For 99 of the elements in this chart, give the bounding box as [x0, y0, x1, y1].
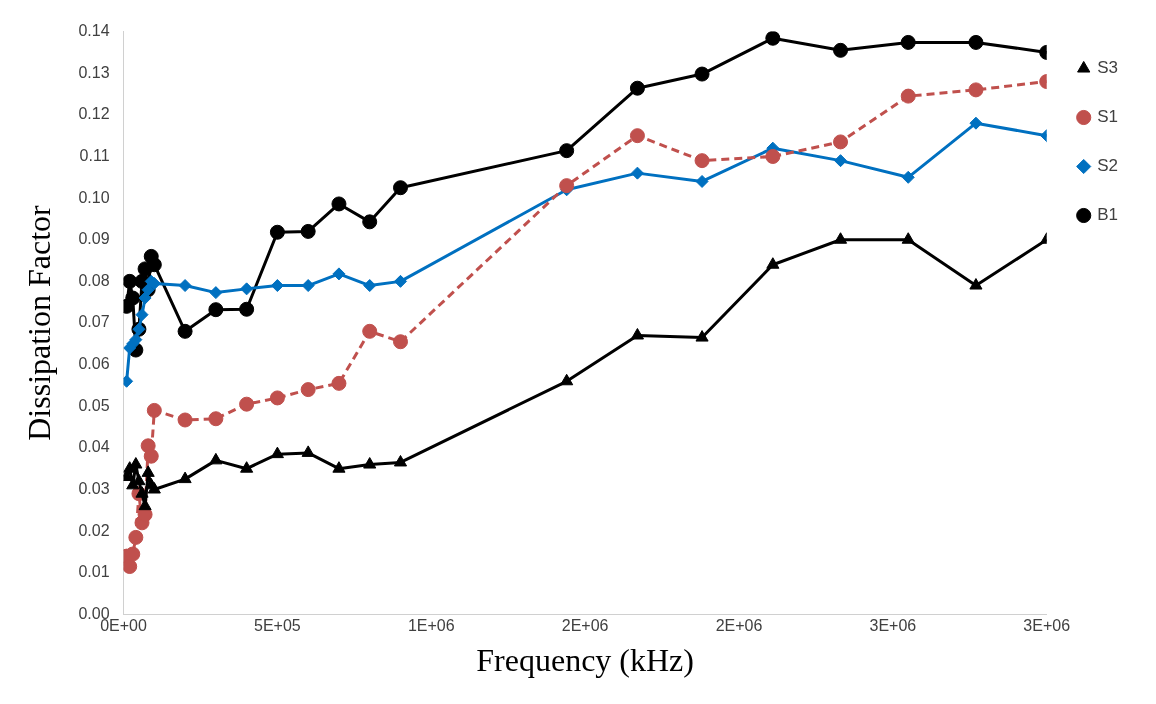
- point: [694, 66, 710, 82]
- legend-label: S1: [1097, 107, 1118, 127]
- point: [766, 257, 780, 269]
- point: [177, 412, 193, 428]
- point: [969, 278, 983, 290]
- point: [209, 286, 223, 300]
- point: [177, 323, 193, 339]
- point: [392, 334, 408, 350]
- point: [393, 274, 407, 288]
- point: [393, 454, 408, 467]
- point: [332, 461, 346, 473]
- point: [332, 267, 346, 281]
- point: [765, 148, 781, 164]
- point: [123, 273, 138, 289]
- point: [138, 291, 152, 305]
- point: [901, 232, 915, 244]
- x-tick-label: 3E+06: [869, 617, 917, 635]
- point: [135, 308, 149, 322]
- point: [968, 34, 984, 50]
- legend-label: B1: [1097, 205, 1118, 225]
- point: [833, 42, 849, 58]
- point: [208, 302, 224, 318]
- point: [300, 223, 316, 239]
- point: [125, 290, 141, 306]
- y-tick-label: 0.14: [78, 22, 110, 40]
- x-tick-label: 2E+06: [561, 617, 609, 635]
- point: [363, 279, 377, 293]
- point: [900, 34, 916, 50]
- point: [629, 80, 645, 96]
- point: [559, 178, 575, 194]
- point: [208, 411, 224, 427]
- point: [301, 445, 315, 457]
- point: [129, 333, 143, 347]
- point: [694, 153, 710, 169]
- y-tick-label: 0.02: [78, 521, 110, 539]
- point: [968, 82, 984, 98]
- point: [833, 232, 848, 244]
- point: [331, 375, 347, 391]
- point: [301, 279, 315, 293]
- point: [147, 482, 161, 494]
- point: [269, 224, 285, 240]
- point: [129, 457, 143, 469]
- point: [125, 546, 141, 562]
- point: [146, 257, 162, 273]
- x-tick-label: 1E+06: [407, 617, 455, 635]
- x-tick-label: 5E+05: [254, 617, 301, 635]
- y-tick-label: 0.05: [78, 396, 110, 414]
- y-tick-label: 0.07: [78, 313, 110, 331]
- point: [178, 279, 192, 293]
- point: [178, 471, 192, 484]
- point: [270, 279, 284, 293]
- point: [900, 88, 916, 104]
- y-tick-label: 0.11: [79, 146, 110, 164]
- y-tick-label: 0.13: [78, 63, 110, 81]
- point: [239, 396, 255, 412]
- point: [209, 452, 223, 465]
- y-tick-label: 0.08: [78, 271, 110, 289]
- point: [392, 180, 408, 196]
- point: [969, 116, 983, 130]
- point: [123, 559, 138, 575]
- point: [834, 154, 848, 168]
- y-tick-label: 0.10: [78, 188, 110, 206]
- point: [560, 373, 574, 386]
- point: [559, 143, 575, 159]
- point: [143, 448, 159, 464]
- point: [240, 282, 254, 296]
- point: [695, 174, 709, 188]
- y-tick-label: 0.06: [78, 355, 110, 373]
- x-axis-title: Frequency (kHz): [476, 642, 694, 679]
- point: [141, 465, 155, 477]
- point: [239, 301, 255, 317]
- y-axis-title: Dissipation Factor: [20, 204, 57, 441]
- y-tick-label: 0.01: [78, 563, 110, 581]
- point: [300, 382, 316, 398]
- y-tick-label: 0.04: [78, 438, 110, 456]
- point: [363, 457, 377, 469]
- point: [135, 486, 149, 498]
- y-tick-label: 0.12: [78, 105, 110, 123]
- point: [362, 323, 378, 339]
- x-tick-label: 2E+06: [715, 617, 763, 635]
- point: [630, 327, 644, 340]
- point: [128, 529, 144, 545]
- point: [146, 402, 162, 418]
- point: [833, 134, 849, 150]
- legend-label: S2: [1097, 156, 1118, 176]
- point: [270, 446, 284, 459]
- point: [269, 390, 285, 406]
- point: [630, 166, 644, 180]
- legend-label: S3: [1097, 58, 1118, 78]
- x-tick-label: 3E+06: [1023, 617, 1071, 635]
- y-tick-label: 0.03: [78, 479, 110, 497]
- point: [765, 31, 781, 46]
- point: [331, 196, 347, 212]
- point: [362, 214, 378, 230]
- point: [240, 461, 254, 473]
- y-tick-label: 0.09: [78, 230, 110, 248]
- point: [695, 330, 709, 342]
- point: [901, 170, 915, 184]
- point: [629, 128, 645, 144]
